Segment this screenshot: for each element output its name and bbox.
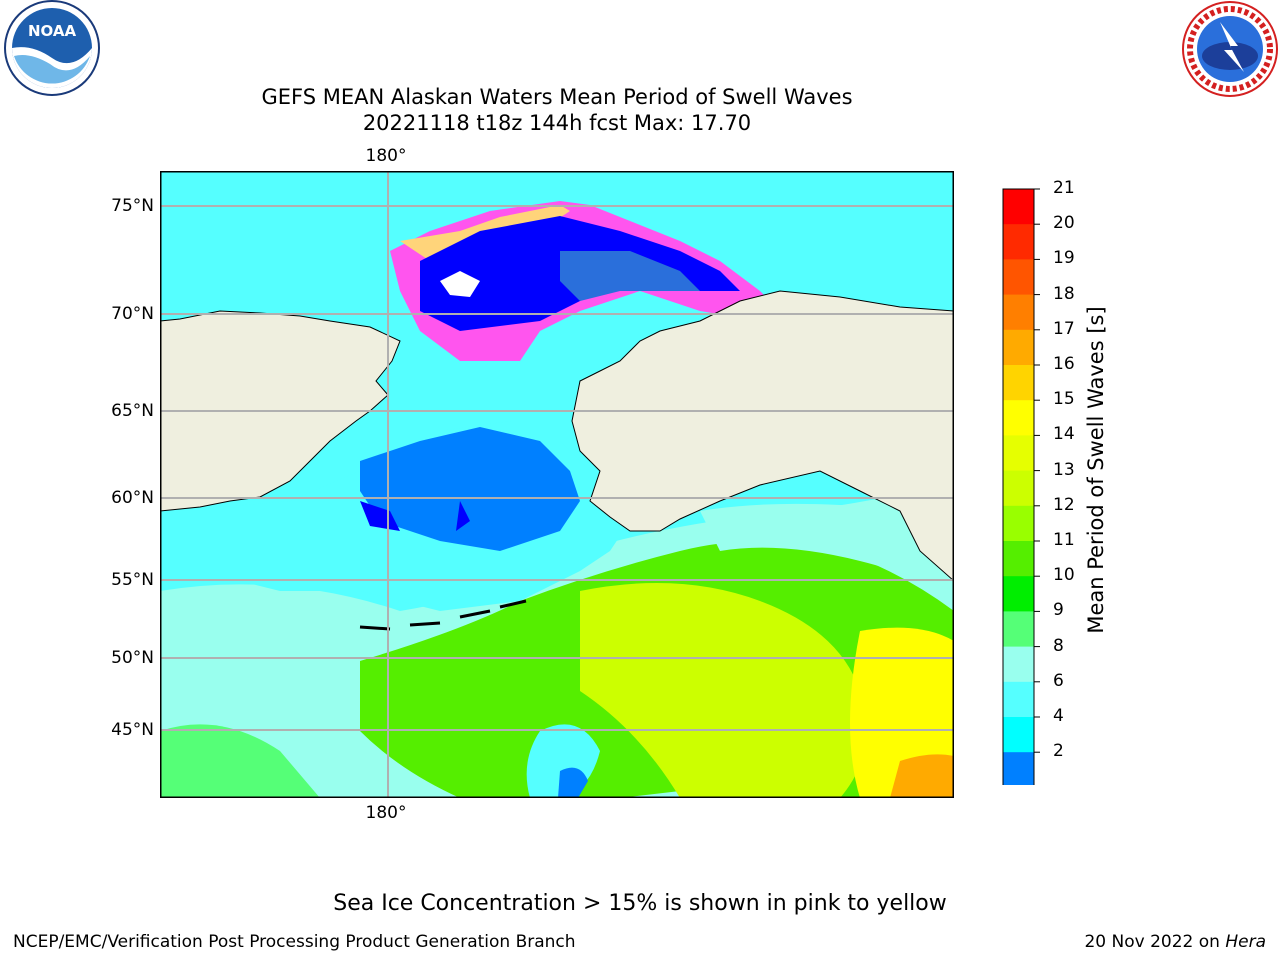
lat-label-50n: 50°N [111, 648, 154, 668]
noaa-logo-text: NOAA [28, 22, 77, 40]
colorbar-tick-label: 11 [1053, 530, 1075, 550]
colorbar-tick-label: 18 [1053, 283, 1075, 304]
colorbar-tick-label: 8 [1053, 635, 1064, 656]
lon-label-top: 180° [365, 146, 407, 166]
arctic-ice-white [440, 271, 480, 297]
colorbar-segment [1003, 435, 1034, 472]
colorbar-tick-label: 2 [1053, 741, 1064, 762]
footer-date-text: 20 Nov 2022 on [1084, 932, 1226, 952]
swell-band-yellowgreen [580, 583, 867, 798]
chart-title: GEFS MEAN Alaskan Waters Mean Period of … [261, 85, 853, 109]
colorbar-segment [1003, 329, 1034, 366]
graticule [160, 171, 954, 798]
colorbar-segment [1003, 717, 1034, 753]
colorbar-tick-label: 12 [1053, 494, 1075, 515]
colorbar-segment [1003, 259, 1034, 296]
colorbar-tick-label: 16 [1053, 354, 1075, 374]
sea-ice-caption: Sea Ice Concentration > 15% is shown in … [333, 891, 947, 916]
colorbar-tick-label: 14 [1053, 424, 1075, 445]
colorbar-segment [1003, 541, 1034, 577]
colorbar-tick-label: 21 [1053, 178, 1075, 198]
colorbar-segment [1003, 576, 1034, 612]
colorbar-label: Mean Period of Swell Waves [s] [1084, 306, 1108, 634]
colorbar-segment [1003, 752, 1034, 785]
colorbar-segment [1003, 470, 1034, 507]
noaa-logo: NOAA [4, 0, 100, 96]
colorbar-segment [1003, 505, 1034, 542]
arctic-mid-blue [560, 251, 700, 301]
lat-label-45n: 45°N [111, 720, 154, 740]
colorbar [1002, 188, 1040, 785]
colorbar-segment [1003, 224, 1034, 260]
gulf-nearshore [700, 501, 954, 591]
colorbar-tick-label: 6 [1053, 670, 1064, 691]
swell-period-map [160, 171, 954, 798]
colorbar-tick-label: 15 [1053, 389, 1075, 410]
lat-label-60n: 60°N [111, 488, 154, 508]
colorbar-segment [1003, 365, 1034, 401]
colorbar-segment [1003, 189, 1034, 225]
lat-label-75n: 75°N [111, 196, 154, 216]
colorbar-segment [1003, 681, 1034, 718]
colorbar-tick-label: 10 [1053, 565, 1075, 586]
footer-date: 20 Nov 2022 on Hera [1084, 932, 1266, 952]
chart-subtitle: 20221118 t18z 144h fcst Max: 17.70 [362, 111, 752, 135]
colorbar-segment [1003, 400, 1034, 436]
swell-pocket-blue [558, 767, 588, 798]
swell-band-lightgreen [160, 724, 320, 798]
footer-credit: NCEP/EMC/Verification Post Processing Pr… [13, 932, 576, 952]
colorbar-segment [1003, 294, 1034, 331]
colorbar-tick-label: 17 [1053, 318, 1075, 339]
land-alaska [571, 290, 954, 582]
lat-label-70n: 70°N [111, 304, 154, 324]
colorbar-frame [1002, 188, 1035, 785]
lat-label-65n: 65°N [111, 401, 154, 421]
colorbar-segment [1003, 611, 1034, 648]
map-frame [160, 171, 954, 798]
aleutian-islands [359, 599, 527, 631]
colorbar-tick-label: 9 [1053, 600, 1064, 621]
colorbar-tick-label: 4 [1053, 706, 1064, 726]
lon-label-bottom: 180° [365, 803, 407, 823]
bering-sea-deep [360, 427, 580, 551]
colorbar-tick-label: 20 [1053, 213, 1075, 234]
lat-label-55n: 55°N [111, 570, 154, 590]
footer-host: Hera [1225, 932, 1266, 952]
colorbar-tick-label: 19 [1053, 248, 1075, 269]
colorbar-segment [1003, 646, 1034, 683]
swell-band-orange [890, 754, 954, 798]
colorbar-tick-label: 13 [1053, 459, 1075, 480]
nws-logo [1182, 1, 1278, 97]
